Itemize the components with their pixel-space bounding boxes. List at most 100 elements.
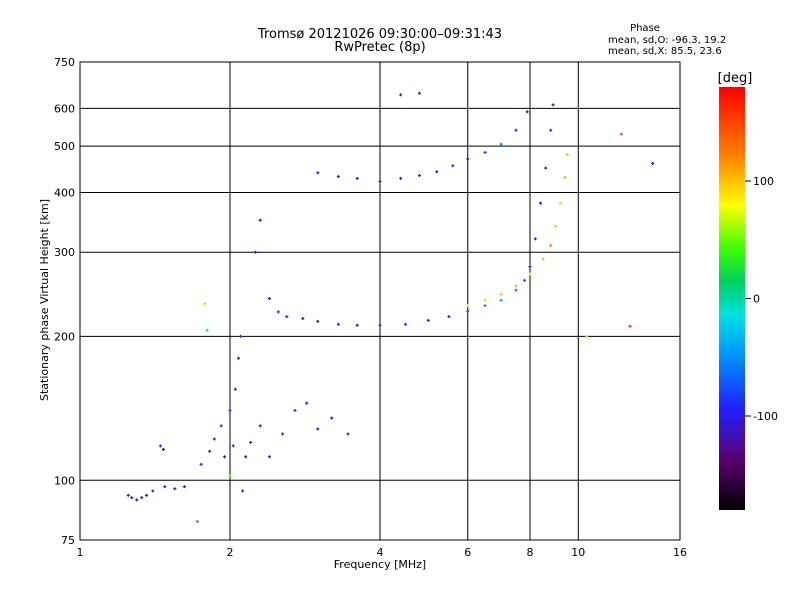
x-axis-label: Frequency [MHz]	[334, 558, 426, 571]
data-point	[528, 265, 532, 269]
data-point	[426, 318, 430, 322]
data-point	[378, 179, 382, 183]
chart-title: Tromsø 20121026 09:30:00–09:31:43	[257, 27, 502, 42]
data-point	[528, 272, 532, 276]
data-point	[182, 485, 186, 489]
data-point	[281, 432, 285, 436]
data-point	[549, 243, 553, 247]
data-point	[203, 302, 207, 306]
data-point	[301, 316, 305, 320]
data-point	[228, 474, 232, 478]
data-point	[151, 489, 155, 493]
data-point	[355, 323, 359, 327]
x-tick-label: 10	[571, 546, 585, 559]
data-point	[651, 161, 655, 165]
colorbar-unit: [deg]	[718, 71, 753, 86]
data-point	[231, 444, 235, 448]
data-point	[551, 103, 555, 107]
data-point	[399, 93, 403, 97]
data-point	[212, 437, 216, 441]
y-tick-label: 200	[54, 330, 75, 343]
data-point	[336, 175, 340, 179]
data-point	[195, 519, 199, 523]
data-point	[336, 322, 340, 326]
data-point	[451, 164, 455, 168]
data-point	[130, 496, 134, 500]
data-point	[523, 278, 527, 282]
data-point	[447, 315, 451, 319]
data-point	[553, 224, 557, 228]
data-point	[239, 334, 243, 338]
data-point	[435, 170, 439, 174]
data-point	[316, 319, 320, 323]
y-tick-label: 600	[54, 102, 75, 115]
stats-x-line: mean, sd,X: 85.5, 23.6	[608, 46, 722, 57]
data-point	[199, 462, 203, 466]
data-point	[483, 150, 487, 154]
data-point	[466, 157, 470, 161]
colorbar-tick-label: 100	[753, 175, 774, 188]
y-tick-label: 400	[54, 186, 75, 199]
colorbar-tick-label: -100	[753, 410, 778, 423]
x-tick-label: 1	[77, 546, 84, 559]
data-point	[316, 427, 320, 431]
data-point	[249, 440, 253, 444]
data-point	[241, 489, 245, 493]
data-point	[483, 298, 487, 302]
data-point	[378, 323, 382, 327]
data-point	[619, 132, 623, 136]
data-points	[126, 91, 655, 523]
data-point	[173, 487, 177, 491]
data-point	[403, 322, 407, 326]
data-point	[293, 408, 297, 412]
data-point	[305, 401, 309, 405]
data-point	[346, 432, 350, 436]
data-point	[466, 309, 470, 313]
data-point	[285, 315, 289, 319]
data-point	[549, 128, 553, 132]
data-point	[466, 304, 470, 308]
y-tick-label: 100	[54, 474, 75, 487]
data-point	[565, 153, 569, 157]
data-point	[585, 334, 589, 338]
x-tick-label: 2	[227, 546, 234, 559]
data-point	[140, 496, 144, 500]
data-point	[499, 142, 503, 146]
data-point	[525, 110, 529, 114]
data-point	[208, 449, 212, 453]
data-point	[267, 297, 271, 301]
data-point	[253, 250, 257, 254]
data-point	[126, 493, 130, 497]
data-point	[163, 485, 167, 489]
data-point	[161, 447, 165, 451]
data-point	[355, 176, 359, 180]
colorbar	[719, 87, 745, 510]
data-point	[158, 444, 162, 448]
data-point	[628, 324, 632, 328]
data-point	[244, 455, 248, 459]
data-point	[533, 237, 537, 241]
data-point	[258, 424, 262, 428]
y-tick-label: 75	[61, 534, 75, 547]
data-point	[205, 328, 209, 332]
data-point	[236, 356, 240, 360]
data-point	[514, 284, 518, 288]
data-point	[330, 416, 334, 420]
data-point	[558, 201, 562, 205]
data-point	[145, 493, 149, 497]
data-point	[417, 174, 421, 178]
x-tick-label: 16	[673, 546, 687, 559]
data-point	[228, 408, 232, 412]
data-point	[267, 455, 271, 459]
data-point	[514, 288, 518, 292]
colorbar-tick-label: 0	[753, 293, 760, 306]
data-point	[316, 171, 320, 175]
data-point	[539, 201, 543, 205]
stats-o-line: mean, sd,O: -96.3, 19.2	[608, 35, 726, 46]
axis-ticks: 1 2 4 6 8 10 16 75 100 200 300 400 500 600 750	[54, 56, 687, 559]
data-point	[544, 166, 548, 170]
x-tick-label: 6	[464, 546, 471, 559]
data-point	[135, 498, 139, 502]
data-point	[541, 257, 545, 261]
